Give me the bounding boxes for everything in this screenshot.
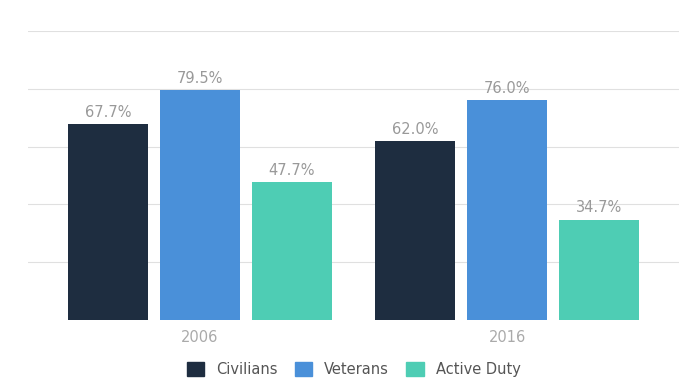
- Text: 34.7%: 34.7%: [575, 200, 622, 215]
- Text: 76.0%: 76.0%: [484, 81, 531, 96]
- Bar: [68, 124, 148, 320]
- Legend: Civilians, Veterans, Active Duty: Civilians, Veterans, Active Duty: [179, 355, 528, 385]
- Bar: [252, 182, 332, 320]
- Text: 79.5%: 79.5%: [177, 71, 223, 86]
- Bar: [160, 90, 240, 320]
- Bar: [559, 220, 639, 320]
- Text: 62.0%: 62.0%: [392, 122, 438, 136]
- Text: 47.7%: 47.7%: [269, 163, 315, 178]
- Bar: [467, 101, 547, 320]
- Bar: [375, 141, 455, 320]
- Text: 67.7%: 67.7%: [85, 105, 132, 120]
